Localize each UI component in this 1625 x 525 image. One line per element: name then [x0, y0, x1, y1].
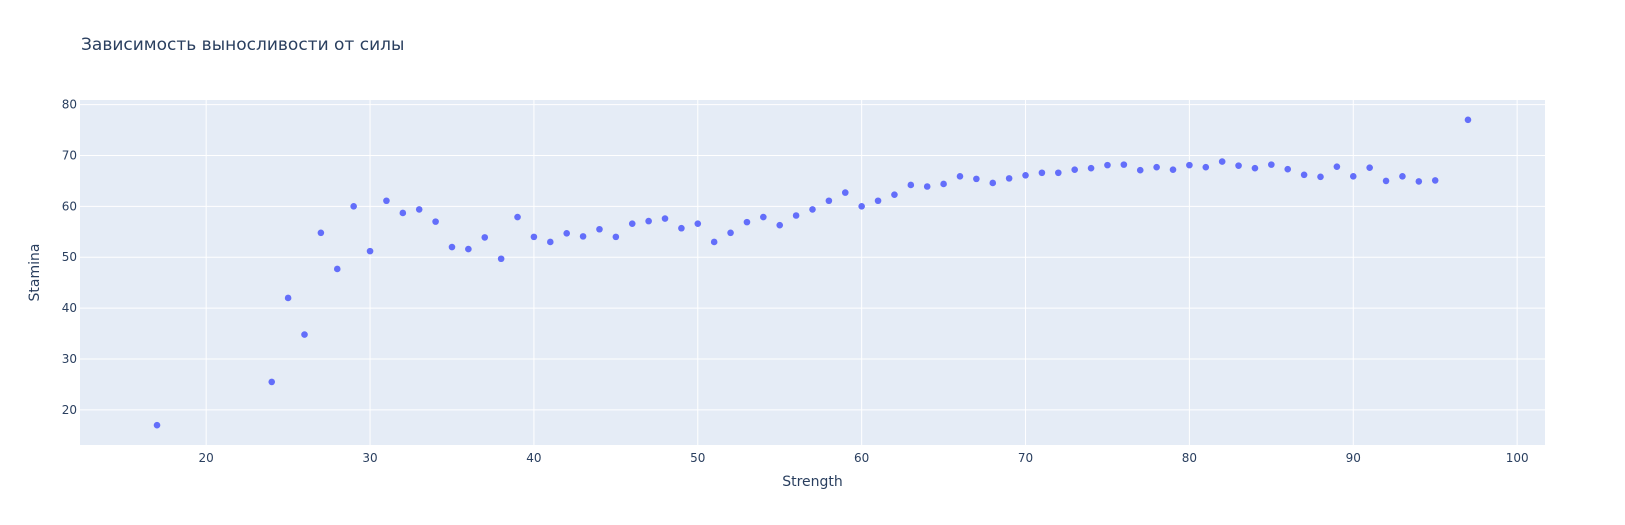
data-point[interactable] — [874, 197, 882, 205]
data-point[interactable] — [645, 217, 652, 225]
data-point[interactable] — [727, 229, 734, 237]
x-tick-label: 50 — [690, 451, 705, 465]
data-point[interactable] — [940, 180, 947, 188]
x-tick-label: 20 — [199, 451, 214, 465]
data-point[interactable] — [891, 191, 898, 198]
plot-background — [80, 100, 1545, 445]
x-tick-label: 90 — [1346, 451, 1361, 465]
data-point[interactable] — [1464, 116, 1472, 124]
data-point[interactable] — [1055, 169, 1062, 177]
data-point[interactable] — [1317, 173, 1324, 181]
data-point[interactable] — [1333, 163, 1341, 170]
data-point[interactable] — [399, 209, 407, 217]
data-point[interactable] — [563, 230, 570, 237]
y-tick-label: 50 — [62, 250, 77, 264]
data-point[interactable] — [1235, 162, 1242, 169]
y-tick-labels: 20 30 40 50 60 70 80 — [62, 98, 77, 417]
x-tick-label: 80 — [1182, 451, 1197, 465]
data-point[interactable] — [530, 233, 538, 241]
data-point[interactable] — [1071, 166, 1078, 174]
data-point[interactable] — [858, 203, 865, 210]
data-point[interactable] — [678, 224, 685, 232]
data-point[interactable] — [1399, 173, 1406, 180]
data-point[interactable] — [1366, 164, 1373, 171]
data-point[interactable] — [317, 229, 325, 237]
data-point[interactable] — [1218, 158, 1226, 165]
x-tick-label: 70 — [1018, 451, 1033, 465]
data-point[interactable] — [415, 206, 423, 213]
x-tick-label: 40 — [526, 451, 541, 465]
data-point[interactable] — [497, 255, 505, 263]
y-tick-label: 20 — [62, 403, 77, 417]
data-point[interactable] — [153, 421, 161, 429]
data-point[interactable] — [1087, 164, 1095, 172]
data-point[interactable] — [825, 197, 833, 205]
data-point[interactable] — [1284, 165, 1292, 173]
data-point[interactable] — [1251, 164, 1259, 172]
data-point[interactable] — [432, 218, 439, 225]
data-point[interactable] — [809, 206, 816, 213]
data-point[interactable] — [628, 220, 636, 227]
data-point[interactable] — [383, 197, 390, 205]
data-point[interactable] — [989, 179, 997, 187]
data-point[interactable] — [907, 181, 915, 189]
data-point[interactable] — [1186, 161, 1193, 169]
data-point[interactable] — [1169, 166, 1177, 174]
data-point[interactable] — [1153, 163, 1160, 171]
data-point[interactable] — [612, 233, 620, 241]
data-point[interactable] — [596, 225, 603, 233]
data-point[interactable] — [1038, 169, 1046, 177]
data-point[interactable] — [1268, 161, 1275, 168]
chart-title: Зависимость выносливости от силы — [81, 35, 404, 55]
y-tick-label: 30 — [62, 352, 77, 366]
data-point[interactable] — [301, 331, 308, 338]
data-point[interactable] — [792, 212, 800, 219]
y-axis-title: Stamina — [27, 244, 43, 302]
data-point[interactable] — [1005, 175, 1013, 182]
data-point[interactable] — [1431, 177, 1439, 184]
data-point[interactable] — [661, 215, 669, 222]
data-point[interactable] — [776, 221, 784, 229]
data-point[interactable] — [1300, 171, 1308, 179]
y-tick-label: 70 — [62, 148, 77, 162]
data-point[interactable] — [1415, 178, 1423, 185]
data-point[interactable] — [1022, 172, 1029, 179]
y-tick-label: 40 — [62, 301, 77, 315]
data-point[interactable] — [710, 238, 718, 246]
data-point[interactable] — [547, 238, 554, 246]
data-point[interactable] — [481, 234, 489, 241]
data-point[interactable] — [956, 173, 964, 180]
x-tick-label: 60 — [854, 451, 869, 465]
data-point[interactable] — [514, 213, 521, 221]
data-point[interactable] — [923, 183, 931, 190]
data-point[interactable] — [268, 378, 276, 386]
data-point[interactable] — [1136, 166, 1144, 174]
data-point[interactable] — [1120, 161, 1128, 168]
data-point[interactable] — [579, 233, 587, 240]
data-point[interactable] — [333, 265, 341, 273]
data-point[interactable] — [350, 203, 357, 210]
x-axis-title: Strength — [782, 474, 843, 490]
data-point[interactable] — [1104, 161, 1111, 169]
y-tick-label: 80 — [62, 98, 77, 112]
data-point[interactable] — [760, 213, 767, 221]
x-tick-label: 100 — [1506, 451, 1529, 465]
data-point[interactable] — [366, 247, 374, 255]
data-point[interactable] — [743, 218, 751, 226]
data-point[interactable] — [841, 189, 849, 196]
data-point[interactable] — [284, 294, 292, 302]
data-point[interactable] — [1349, 173, 1357, 180]
data-point[interactable] — [465, 245, 472, 253]
data-points — [153, 116, 1472, 429]
data-point[interactable] — [1382, 177, 1390, 185]
y-tick-label: 60 — [62, 199, 77, 213]
data-point[interactable] — [448, 243, 456, 251]
data-point[interactable] — [973, 175, 980, 183]
data-point[interactable] — [694, 220, 702, 227]
x-tick-label: 30 — [362, 451, 377, 465]
data-point[interactable] — [1202, 163, 1210, 171]
x-tick-labels: 20 30 40 50 60 70 80 90 100 — [199, 451, 1529, 465]
